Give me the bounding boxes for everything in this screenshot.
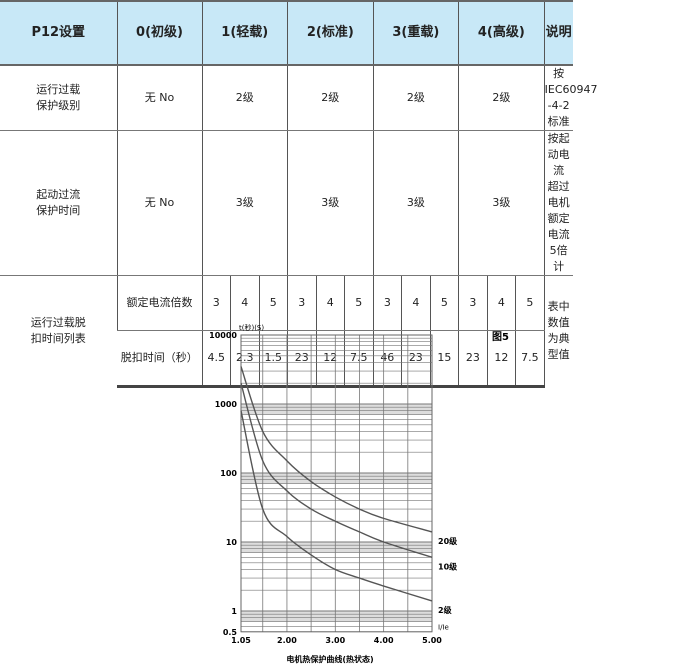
trip-time-value: 12 (486, 330, 516, 388)
row-value: 2级 (372, 65, 459, 131)
trip-time-value: 23 (401, 330, 431, 388)
curve-10级 (240, 383, 433, 558)
y-tick-label: 1 (231, 607, 237, 616)
y-tick-label: 10 (226, 538, 238, 547)
chart-caption: 电机热保护曲线(热状态) (286, 654, 373, 664)
series-label: 20级 (438, 536, 458, 546)
grid-band (241, 611, 432, 622)
row-note: 按起动电流 超过电机额定 电流5倍计 (543, 130, 573, 276)
trip-label: 运行过载脱 扣时间列表 (30, 316, 86, 346)
multiple-value: 3 (372, 275, 402, 331)
trip-time-value: 4.5 (201, 330, 231, 388)
row-label: 起动过流 保护时间 (0, 130, 117, 276)
row-value: 无 No (116, 65, 202, 131)
row-value: 3级 (458, 130, 545, 276)
y-tick-label: 0.5 (223, 628, 238, 637)
header-cell: 3(重载) (372, 0, 459, 66)
grid-band (241, 542, 432, 553)
header-cell: 4(高级) (458, 0, 545, 66)
row-value: 2级 (287, 65, 374, 131)
multiple-value: 5 (515, 275, 545, 331)
header-cell: 2(标准) (287, 0, 374, 66)
trip-note: 表中数值 为典型值 (543, 275, 573, 387)
row-value: 2级 (201, 65, 288, 131)
multiple-value: 3 (201, 275, 231, 331)
x-tick-label: 4.00 (374, 636, 394, 645)
trip-time-value: 1.5 (258, 330, 288, 388)
multiple-value: 3 (458, 275, 488, 331)
multiple-value: 5 (344, 275, 374, 331)
series-label: 2级 (438, 605, 453, 615)
multiple-value: 5 (258, 275, 288, 331)
trip-time-value: 15 (429, 330, 459, 388)
header-cell: 1(轻载) (201, 0, 288, 66)
figure-label: 图5 (492, 331, 509, 343)
multiple-value: 4 (315, 275, 345, 331)
x-tick-label: 1.05 (231, 636, 251, 645)
multiple-value: 4 (230, 275, 259, 331)
x-tick-label: 5.00 (422, 636, 442, 645)
curve-20级 (240, 366, 433, 533)
row-value: 3级 (201, 130, 288, 276)
multiple-label: 额定电流倍数 (116, 275, 202, 331)
header-cell: 说明 (543, 0, 573, 66)
header-cell: 0(初级) (116, 0, 202, 66)
trip-time-value: 23 (458, 330, 488, 388)
row-value: 3级 (287, 130, 374, 276)
x-axis-title: I/Ie (438, 623, 449, 631)
plot-frame (240, 334, 433, 633)
trip-time-value: 7.5 (515, 330, 545, 388)
trip-time-value: 12 (315, 330, 345, 388)
thermal-protection-chart: 10000 1000 100 10 1 0.51.05 2.00 3.00 4.00 5.00 t(… (209, 323, 509, 664)
y-tick-label: 10000 (209, 331, 237, 340)
multiple-value: 5 (429, 275, 459, 331)
multiple-value: 4 (486, 275, 516, 331)
multiple-value: 3 (287, 275, 317, 331)
grid-band (241, 404, 432, 415)
trip-time-value: 7.5 (344, 330, 374, 388)
row-value: 3级 (372, 130, 459, 276)
y-axis-title: t(秒)(S) (239, 323, 264, 332)
y-tick-label: 1000 (215, 400, 238, 409)
curve-2级 (240, 410, 433, 602)
row-value: 无 No (116, 130, 202, 276)
trip-time-label: 脱扣时间（秒） (117, 330, 202, 388)
row-label: 运行过载 保护级别 (0, 65, 117, 131)
grid-band (241, 473, 432, 484)
x-tick-label: 3.00 (325, 636, 345, 645)
series-label: 10级 (438, 561, 458, 571)
header-cell: P12设置 (0, 0, 117, 66)
y-tick-label: 100 (220, 469, 237, 478)
row-value: 2级 (458, 65, 545, 131)
x-tick-label: 2.00 (277, 636, 297, 645)
multiple-value: 4 (401, 275, 431, 331)
row-note: 按IEC60947 -4-2标准 (543, 65, 598, 131)
settings-table: P12设置 0(初级) 1(轻载) 2(标准) 3(重载) 4(高级) 说明 运行过载 保护级… (0, 0, 598, 388)
